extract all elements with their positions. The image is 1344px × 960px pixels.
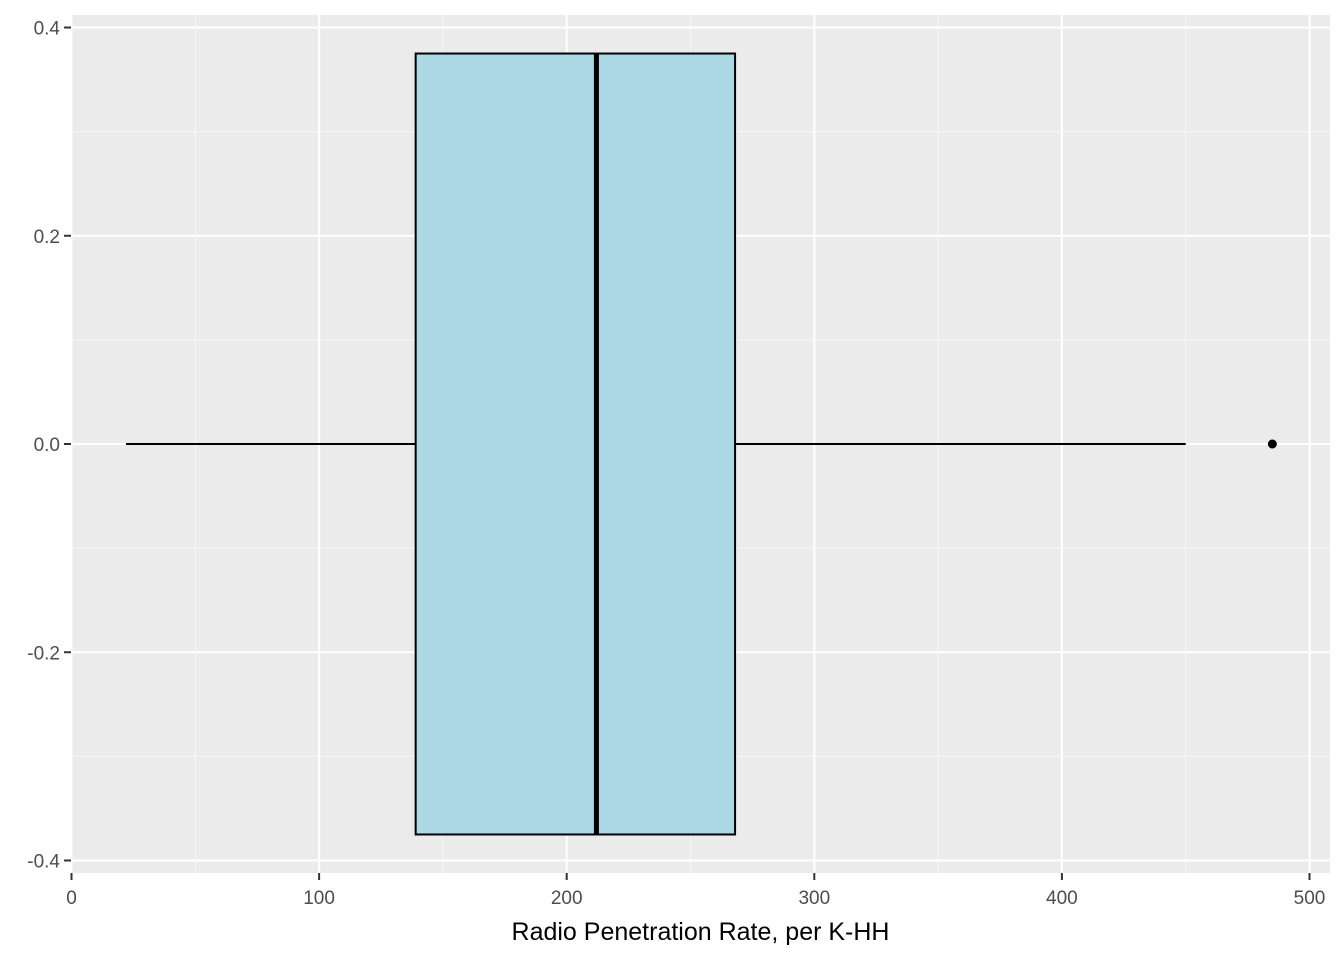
x-axis-title: Radio Penetration Rate, per K-HH	[512, 918, 890, 946]
interquartile-box	[414, 52, 737, 836]
x-tick-label: 300	[798, 888, 830, 909]
axes: 0 100 200 300 400 500 0.4 0.2 0.0 -0.2 -0.4	[27, 19, 1325, 910]
y-tick-label: -0.2	[27, 643, 60, 664]
x-tick-label: 400	[1046, 888, 1078, 909]
x-tick-label: 0	[66, 888, 77, 909]
x-tick-label: 500	[1294, 888, 1326, 909]
y-tick-label: 0.4	[34, 19, 61, 40]
y-tick-label: 0.0	[34, 435, 60, 456]
x-tick-label: 100	[303, 888, 335, 909]
box-marks	[125, 52, 1277, 836]
outlier-point	[1267, 439, 1277, 449]
y-tick-label: -0.4	[27, 852, 60, 873]
x-tick-label: 200	[551, 888, 583, 909]
y-tick-label: 0.2	[34, 227, 60, 248]
